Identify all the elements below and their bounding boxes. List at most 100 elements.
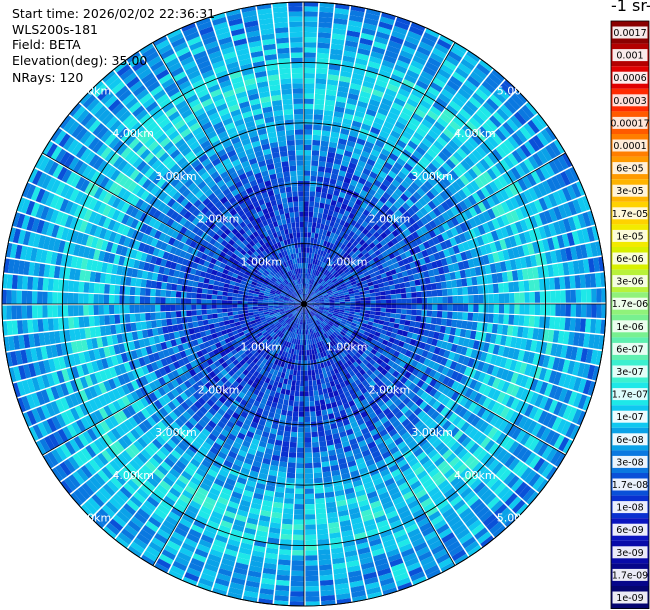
gate-cell [427, 200, 437, 210]
gate-cell [324, 235, 330, 242]
gate-cell [474, 266, 482, 276]
gate-cell [459, 375, 469, 385]
gate-cell [586, 226, 595, 242]
gate-cell [326, 314, 333, 318]
gate-cell [496, 379, 506, 391]
gate-cell [354, 110, 365, 119]
gate-cell [298, 411, 304, 417]
gate-cell [498, 419, 509, 432]
gate-cell [336, 316, 343, 321]
gate-cell [329, 328, 335, 333]
gate-cell [565, 345, 573, 360]
gate-cell [439, 274, 446, 282]
gate-cell [416, 470, 428, 480]
gate-cell [493, 178, 504, 190]
gate-cell [447, 50, 463, 63]
gate-cell [296, 463, 304, 469]
gate-cell [431, 159, 442, 169]
gate-cell [361, 280, 368, 285]
gate-cell [504, 304, 510, 314]
gate-cell [480, 535, 495, 549]
gate-cell [329, 305, 335, 308]
gate-cell [465, 515, 479, 528]
gate-cell [450, 254, 458, 264]
gate-cell [464, 455, 476, 467]
gate-cell [576, 229, 585, 244]
gate-cell [329, 308, 335, 311]
gate-cell [317, 233, 323, 240]
gate-cell [346, 167, 355, 175]
gate-cell [463, 304, 469, 312]
gate-cell [304, 457, 313, 464]
gate-cell [378, 282, 385, 288]
gate-cell [455, 67, 469, 79]
gate-cell [334, 329, 340, 335]
gate-cell [316, 313, 321, 317]
gate-cell [369, 289, 375, 294]
gate-cell [345, 280, 351, 285]
gate-cell [314, 321, 318, 327]
gate-cell [535, 113, 549, 128]
gate-cell [501, 393, 511, 406]
gate-cell [468, 295, 474, 304]
gate-cell [527, 267, 534, 280]
gate-cell [334, 343, 340, 350]
gate-cell [309, 304, 315, 305]
gate-cell [384, 371, 392, 380]
gate-cell [347, 273, 353, 279]
gate-cell [407, 216, 416, 225]
gate-cell [366, 369, 373, 377]
gate-cell [514, 361, 523, 373]
gate-cell [311, 227, 316, 233]
gate-cell [528, 229, 537, 242]
gate-cell [313, 306, 320, 308]
gate-cell [444, 239, 453, 249]
gate-cell [324, 99, 336, 107]
gate-cell [339, 297, 345, 301]
gate-cell [568, 375, 577, 390]
gate-cell [348, 290, 355, 295]
gate-cell [497, 507, 511, 521]
gate-cell [368, 269, 375, 275]
gate-cell [293, 364, 298, 371]
gate-cell [316, 379, 322, 386]
gate-cell [321, 130, 331, 137]
gate-cell [522, 488, 536, 503]
gate-cell [430, 144, 441, 155]
gate-cell [557, 330, 565, 344]
gate-cell [290, 586, 304, 592]
gate-cell [472, 446, 484, 458]
gate-cell [445, 359, 453, 368]
gate-cell [424, 445, 435, 455]
gate-cell [405, 314, 412, 321]
gate-cell [420, 70, 434, 81]
gate-cell [355, 57, 368, 66]
gate-cell [562, 202, 573, 217]
gate-cell [376, 200, 385, 208]
gate-cell [556, 418, 567, 434]
gate-cell [407, 391, 416, 400]
gate-cell [473, 203, 482, 215]
gate-cell [319, 150, 328, 157]
gate-cell [334, 106, 345, 113]
gate-cell [380, 295, 386, 300]
gate-cell [371, 403, 380, 412]
gate-cell [499, 159, 510, 172]
gate-cell [343, 150, 353, 158]
gate-cell [287, 467, 296, 474]
gate-cell [324, 298, 330, 301]
gate-cell [330, 131, 340, 139]
gate-cell [462, 312, 469, 321]
gate-cell [569, 318, 576, 331]
gate-cell [438, 348, 446, 357]
gate-cell [304, 42, 317, 48]
gate-cell [315, 88, 326, 95]
gate-cell [306, 295, 310, 300]
gate-cell [329, 255, 335, 261]
gate-cell [309, 401, 315, 407]
gate-cell [439, 112, 452, 124]
gate-cell [477, 224, 486, 235]
gate-cell [290, 596, 304, 602]
gate-cell [496, 448, 508, 462]
gate-cell [527, 242, 535, 255]
